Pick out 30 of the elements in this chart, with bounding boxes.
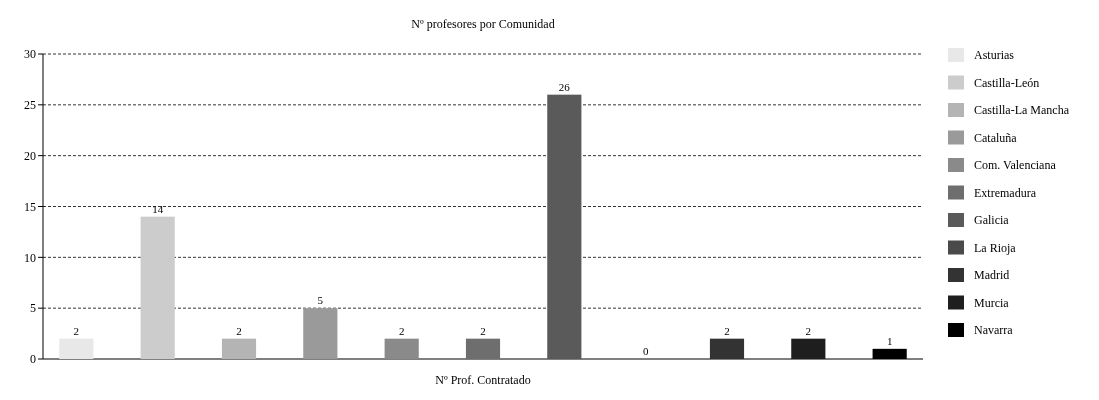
legend-label: Madrid	[974, 268, 1010, 283]
legend-label: Castilla-La Mancha	[974, 103, 1070, 118]
data-label: 26	[558, 80, 571, 93]
data-label: 2	[73, 324, 80, 337]
data-label: 2	[398, 324, 405, 337]
data-label: 5	[317, 294, 324, 307]
y-tick-label: 25	[24, 98, 36, 113]
legend-label: Extremadura	[974, 185, 1037, 200]
data-label: 2	[236, 324, 242, 337]
data-label: 2	[480, 324, 486, 337]
y-tick-label: 30	[24, 47, 36, 62]
data-label: 2	[805, 324, 812, 337]
legend-label: Castilla-León	[974, 75, 1040, 90]
legend-label: Cataluña	[974, 130, 1018, 145]
y-tick-label: 0	[30, 352, 36, 367]
legend-label: Asturias	[974, 48, 1015, 63]
y-tick-label: 10	[24, 250, 36, 265]
legend-label: Com. Valenciana	[974, 158, 1057, 173]
x-axis-title: Nº Prof. Contratado	[435, 373, 531, 387]
legend-label: Galicia	[974, 213, 1010, 228]
chart-title: Nº profesores por Comunidad	[411, 17, 555, 31]
y-tick-label: 15	[24, 199, 36, 214]
data-label: 1	[886, 334, 893, 347]
y-tick-label: 5	[30, 301, 36, 316]
data-label: 2	[724, 324, 730, 337]
y-tick-label: 20	[24, 148, 36, 163]
legend-label: Navarra	[974, 323, 1014, 338]
legend-label: La Rioja	[974, 240, 1017, 255]
legend-label: Murcia	[974, 295, 1010, 310]
data-label: 0	[642, 345, 649, 357]
